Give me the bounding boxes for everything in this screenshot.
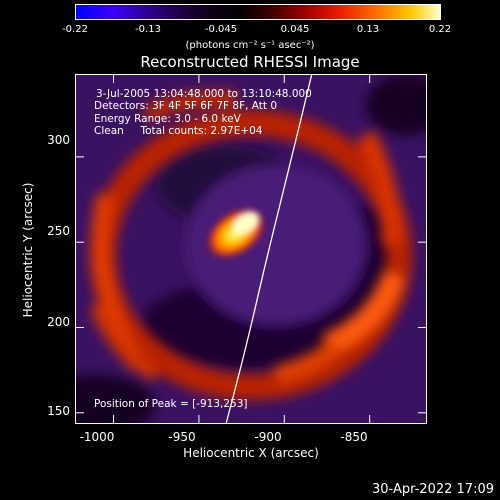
- y-axis-label: Heliocentric Y (arcsec): [21, 182, 35, 318]
- y-tick-label: 250: [47, 224, 70, 238]
- annotation-energy: Energy Range: 3.0 - 6.0 keV: [94, 113, 241, 125]
- flare-kernel: [205, 206, 267, 260]
- dark-regions: [76, 75, 426, 423]
- x-axis-label: Heliocentric X (arcsec): [183, 446, 319, 460]
- solar-limb-curve: [225, 75, 313, 423]
- colorbar-gradient: [76, 5, 440, 19]
- solar-image: [76, 75, 426, 423]
- annotation-peak: Position of Peak = [-913,253]: [94, 398, 248, 410]
- colorbar-units: (photons cm⁻² s⁻¹ asec⁻²): [185, 40, 315, 51]
- plot-title: Reconstructed RHESSI Image: [140, 53, 360, 71]
- x-tick-label: -850: [340, 430, 368, 444]
- colorbar-tick-label: -0.045: [204, 24, 238, 35]
- image-plot: 3-Jul-2005 13:04:48.000 to 13:10:48.000 …: [75, 74, 427, 424]
- annotation-detectors: Detectors: 3F 4F 5F 6F 7F 8F, Att 0: [94, 100, 278, 112]
- y-tick-label: 200: [47, 315, 70, 329]
- colorbar-tick-label: -0.22: [62, 24, 88, 35]
- colorbar-tick-label: 0.22: [428, 24, 452, 35]
- colorbar-tick-label: 0.045: [280, 24, 310, 35]
- ring-emission: [89, 91, 412, 400]
- annotation-time-range: 3-Jul-2005 13:04:48.000 to 13:10:48.000: [96, 88, 312, 100]
- y-tick-label: 150: [47, 404, 70, 418]
- annotation-clean: Clean Total counts: 2.97E+04: [94, 125, 263, 137]
- colorbar-tick-label: -0.13: [135, 24, 161, 35]
- colorbar: [75, 4, 441, 20]
- x-tick-label: -900: [254, 430, 282, 444]
- timestamp: 30-Apr-2022 17:09: [372, 482, 494, 497]
- x-tick-label: -1000: [79, 430, 115, 444]
- y-tick-label: 300: [47, 133, 70, 147]
- colorbar-tick-label: 0.13: [356, 24, 380, 35]
- x-tick-label: -950: [168, 430, 196, 444]
